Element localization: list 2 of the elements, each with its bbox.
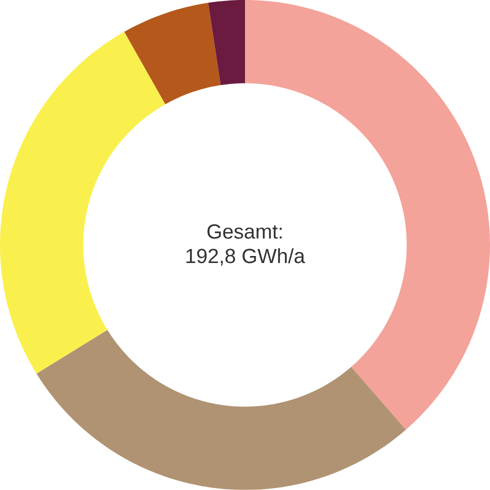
text: 192,8 GWh/a: [186, 248, 306, 266]
text: Gesamt:: [207, 224, 282, 239]
